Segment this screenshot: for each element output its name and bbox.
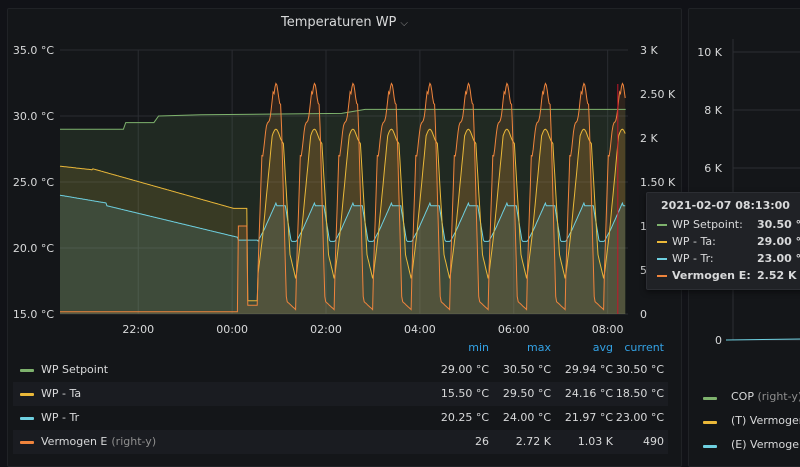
y-right-tick-label: 2 K [640,132,658,145]
legend-avg: 24.16 °C [564,387,613,400]
legend-current: 30.50 °C [615,363,664,376]
x-tick-label: 02:00 [310,323,342,336]
x-tick-label: 22 [793,347,800,349]
legend-swatch[interactable] [703,397,717,400]
panel-title-text[interactable]: Temperaturen WP [280,15,397,30]
panel-title[interactable]: Temperaturen WP ⌵ [8,15,681,30]
y-left-tick-label: 25.0 °C [13,176,54,189]
tooltip-row: WP - Ta:29.00 °C [657,234,800,250]
y-left-tick-label: 30.0 °C [13,110,54,123]
legend-row-vermogen-e[interactable]: Vermogen E (right-y) 26 2.72 K 1.03 K 490 [13,430,668,454]
y-tick-label: 6 K [704,162,722,175]
legend-header-max[interactable]: max [527,341,551,354]
legend-current: 490 [643,435,664,448]
legend-swatch[interactable] [20,393,34,396]
x-tick-label: 06:00 [498,323,530,336]
y-right-tick-label: 3 K [640,44,658,57]
series-line-wp-setpoint [60,108,626,130]
series-area-wp-ta [60,129,626,314]
legend-current: 23.00 °C [615,411,664,424]
series-area-wp-tr [60,195,626,314]
legend-header-min[interactable]: min [468,341,489,354]
legend-avg: 29.94 °C [564,363,613,376]
legend-header-avg[interactable]: avg [592,341,613,354]
hover-tooltip: 2021-02-07 08:13:00 WP Setpoint:30.50 °C… [646,192,800,290]
legend-avg: 21.97 °C [564,411,613,424]
x-tick-label: 22:00 [122,323,154,336]
legend-header-current[interactable]: current [624,341,664,354]
graph-legend: min max avg current WP Setpoint 29.00 °C… [13,338,668,454]
legend-max: 24.00 °C [502,411,551,424]
y-left-tick-label: 20.0 °C [13,242,54,255]
legend-series-name[interactable]: WP Setpoint [41,363,109,376]
legend-swatch[interactable] [703,421,717,424]
x-tick-label: 04:00 [404,323,436,336]
legend-series-name[interactable]: WP - Tr [41,411,80,424]
legend-swatch[interactable] [20,369,34,372]
series-area-vermogen-e [60,83,626,314]
legend-current: 18.50 °C [615,387,664,400]
legend-min: 29.00 °C [440,363,489,376]
legend-max: 30.50 °C [502,363,551,376]
y-left-tick-label: 15.0 °C [13,308,54,321]
legend-min: 20.25 °C [440,411,489,424]
legend-max: 2.72 K [515,435,551,448]
y-tick-label: 10 K [697,46,722,59]
y-tick-label: 0 [715,334,722,347]
x-tick-label: 00:00 [216,323,248,336]
series-line-vermogen-e [60,82,626,313]
legend-row-wp-tr[interactable]: WP - Tr 20.25 °C 24.00 °C 21.97 °C 23.00… [13,406,668,430]
tooltip-time: 2021-02-07 08:13:00 [661,199,790,212]
legend-row-wp-setpoint[interactable]: WP Setpoint 29.00 °C 30.50 °C 29.94 °C 3… [13,358,668,382]
tooltip-row: WP Setpoint:30.50 °C [657,217,800,233]
y-right-tick-label: 0 [640,308,647,321]
legend-header: min max avg current [13,338,668,358]
tooltip-row: WP - Tr:23.00 °C [657,251,800,267]
cop-chart[interactable]: 10 K 8 K 6 K 0 22 [689,9,800,349]
chevron-down-icon[interactable]: ⌵ [400,18,408,29]
legend-min: 15.50 °C [440,387,489,400]
y-tick-label: 8 K [704,104,722,117]
legend-series-name[interactable]: Vermogen E (right-y) [41,435,157,448]
y-right-tick-label: 1.50 K [640,176,676,189]
y-left-tick-label: 35.0 °C [13,44,54,57]
legend-swatch[interactable] [20,417,34,420]
y-right-tick-label: 2.50 K [640,88,676,101]
legend-min: 26 [475,435,489,448]
legend-swatch[interactable] [20,441,34,444]
temperature-chart[interactable]: 15.0 °C20.0 °C25.0 °C30.0 °C35.0 °C 0500… [0,0,680,340]
x-tick-label: 08:00 [592,323,624,336]
tooltip-row: Vermogen E: 2.52 K [657,268,800,284]
legend-row-wp-ta[interactable]: WP - Ta 15.50 °C 29.50 °C 24.16 °C 18.50… [13,382,668,406]
series-line-wp-ta [59,128,626,302]
series-line-wp-tr [59,194,626,242]
legend-series-name[interactable]: WP - Ta [41,387,82,400]
legend-max: 29.50 °C [502,387,551,400]
legend-avg: 1.03 K [577,435,613,448]
legend-swatch[interactable] [703,445,717,448]
series-line [725,338,800,341]
